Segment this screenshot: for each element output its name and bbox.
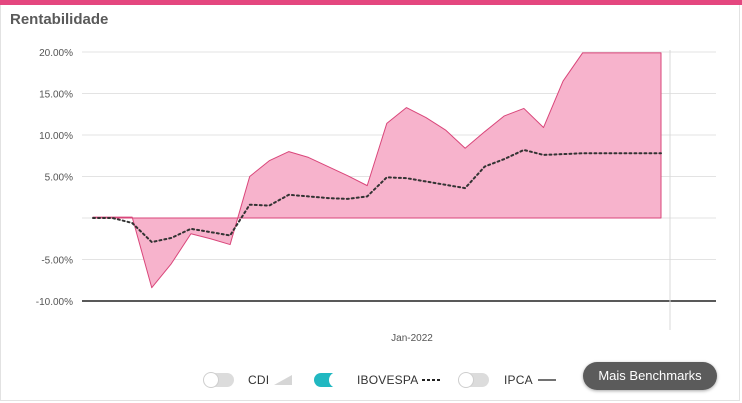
y-tick-label: 20.00%	[39, 48, 73, 59]
cdi-toggle[interactable]	[203, 372, 234, 388]
ipca-toggle[interactable]	[458, 372, 489, 388]
y-tick-label: 15.00%	[39, 90, 73, 101]
toggle-knob	[203, 372, 219, 388]
x-tick-label: Jan-2022	[391, 333, 433, 344]
ibovespa-toggle[interactable]	[314, 372, 345, 388]
area-legend-icon	[274, 375, 292, 385]
ibovespa-line	[92, 148, 662, 244]
solid-line-legend-icon	[538, 379, 556, 381]
cdi-area	[92, 52, 662, 289]
legend-label-ibovespa: IBOVESPA	[357, 373, 419, 387]
y-tick-label: -5.00%	[41, 256, 73, 267]
legend-label-cdi: CDI	[248, 373, 270, 387]
dotted-line-legend-icon	[422, 379, 440, 381]
legend: CDI IBOVESPA IPCA	[0, 369, 742, 393]
y-tick-label: -10.00%	[36, 297, 73, 308]
mais-benchmarks-button[interactable]: Mais Benchmarks	[583, 362, 717, 390]
accent-top-bar	[0, 0, 742, 5]
toggle-knob	[329, 372, 345, 388]
y-axis-ticks: 20.00% 15.00% 10.00% 5.00% -5.00% -10.00%	[36, 48, 73, 308]
series-layer	[92, 52, 662, 289]
chart-title: Rentabilidade	[10, 11, 109, 28]
y-tick-label: 5.00%	[45, 173, 73, 184]
legend-label-ipca: IPCA	[504, 373, 533, 387]
toggle-knob	[458, 372, 474, 388]
y-tick-label: 10.00%	[39, 131, 73, 142]
